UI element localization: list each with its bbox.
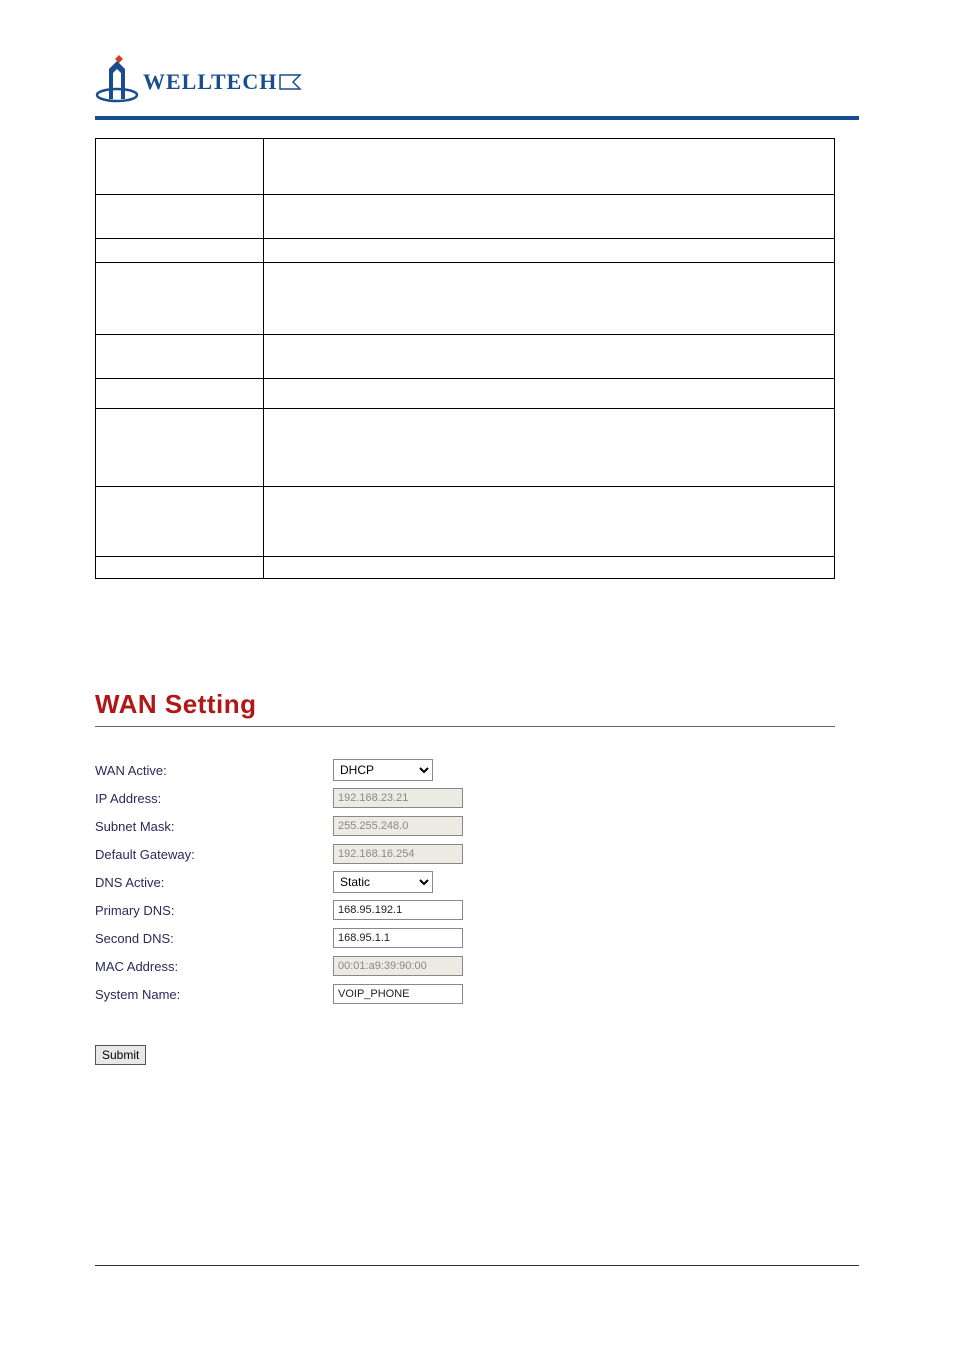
wan-setting-section: WAN Setting WAN Active: DHCP IP Address:…	[95, 689, 859, 1065]
svg-text:WELLTECH: WELLTECH	[143, 69, 277, 94]
table-cell-label	[96, 335, 264, 379]
row-primary-dns: Primary DNS:	[95, 899, 859, 921]
table-cell-label	[96, 487, 264, 557]
table-row	[96, 239, 835, 263]
label-dns-active: DNS Active:	[95, 875, 333, 890]
table-row	[96, 379, 835, 409]
table-row	[96, 487, 835, 557]
parameter-table	[95, 138, 835, 579]
label-system-name: System Name:	[95, 987, 333, 1002]
table-cell-label	[96, 195, 264, 239]
table-row	[96, 557, 835, 579]
mac-address-input	[333, 956, 463, 976]
label-second-dns: Second DNS:	[95, 931, 333, 946]
title-rule	[95, 726, 835, 727]
table-row	[96, 139, 835, 195]
table-cell-label	[96, 139, 264, 195]
system-name-input[interactable]	[333, 984, 463, 1004]
table-cell-desc	[264, 195, 835, 239]
header: WELLTECH	[95, 0, 859, 120]
table-row	[96, 335, 835, 379]
primary-dns-input[interactable]	[333, 900, 463, 920]
table-cell-desc	[264, 239, 835, 263]
table-cell-label	[96, 239, 264, 263]
table-row	[96, 409, 835, 487]
submit-button[interactable]: Submit	[95, 1045, 146, 1065]
row-wan-active: WAN Active: DHCP	[95, 759, 859, 781]
table-cell-label	[96, 263, 264, 335]
table-cell-label	[96, 557, 264, 579]
label-ip-address: IP Address:	[95, 791, 333, 806]
wan-title: WAN Setting	[95, 689, 859, 720]
subnet-mask-input	[333, 816, 463, 836]
table-cell-desc	[264, 335, 835, 379]
table-cell-desc	[264, 379, 835, 409]
row-second-dns: Second DNS:	[95, 927, 859, 949]
table-cell-desc	[264, 139, 835, 195]
dns-active-select[interactable]: Static	[333, 871, 433, 893]
footer-rule	[95, 1265, 859, 1266]
table-row	[96, 263, 835, 335]
label-subnet-mask: Subnet Mask:	[95, 819, 333, 834]
label-primary-dns: Primary DNS:	[95, 903, 333, 918]
brand-logo: WELLTECH	[95, 55, 305, 103]
row-ip-address: IP Address:	[95, 787, 859, 809]
table-cell-label	[96, 409, 264, 487]
table-row	[96, 195, 835, 239]
label-wan-active: WAN Active:	[95, 763, 333, 778]
table-cell-label	[96, 379, 264, 409]
submit-row: Submit	[95, 1045, 859, 1065]
row-mac-address: MAC Address:	[95, 955, 859, 977]
ip-address-input	[333, 788, 463, 808]
label-mac-address: MAC Address:	[95, 959, 333, 974]
label-default-gateway: Default Gateway:	[95, 847, 333, 862]
table-cell-desc	[264, 487, 835, 557]
row-subnet-mask: Subnet Mask:	[95, 815, 859, 837]
table-cell-desc	[264, 409, 835, 487]
row-dns-active: DNS Active: Static	[95, 871, 859, 893]
wan-active-select[interactable]: DHCP	[333, 759, 433, 781]
default-gateway-input	[333, 844, 463, 864]
row-system-name: System Name:	[95, 983, 859, 1005]
row-default-gateway: Default Gateway:	[95, 843, 859, 865]
second-dns-input[interactable]	[333, 928, 463, 948]
table-cell-desc	[264, 263, 835, 335]
table-cell-desc	[264, 557, 835, 579]
